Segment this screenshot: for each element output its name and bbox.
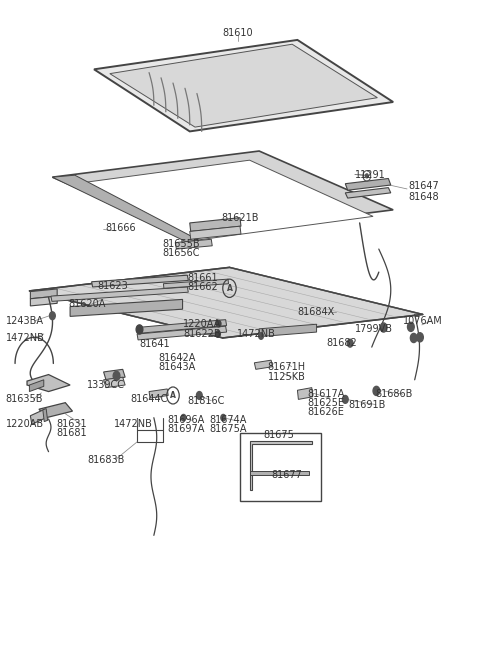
Text: A: A	[227, 284, 232, 293]
Text: 81677: 81677	[272, 470, 302, 480]
Circle shape	[216, 331, 220, 337]
Text: 1472NB: 1472NB	[5, 333, 44, 343]
Polygon shape	[43, 409, 48, 422]
Polygon shape	[75, 160, 373, 240]
Circle shape	[216, 320, 221, 327]
Text: 81621B: 81621B	[222, 213, 259, 223]
Text: 81681: 81681	[56, 428, 87, 438]
Text: 81661: 81661	[187, 273, 218, 283]
Polygon shape	[250, 441, 312, 489]
Polygon shape	[92, 275, 188, 287]
Polygon shape	[30, 289, 57, 299]
Circle shape	[181, 415, 186, 421]
Circle shape	[196, 392, 202, 400]
Text: 11291: 11291	[355, 170, 385, 179]
Bar	[240, 433, 322, 501]
Text: 81642A: 81642A	[158, 353, 196, 364]
Text: 81647: 81647	[408, 181, 439, 191]
Polygon shape	[104, 377, 125, 388]
Text: 1339CC: 1339CC	[87, 380, 125, 390]
Text: 81631: 81631	[56, 419, 87, 429]
Polygon shape	[163, 279, 228, 288]
Polygon shape	[345, 178, 391, 190]
Polygon shape	[149, 389, 168, 398]
Text: 81686B: 81686B	[375, 389, 412, 399]
Circle shape	[408, 322, 414, 331]
Circle shape	[347, 339, 353, 347]
Text: 81675: 81675	[263, 430, 294, 440]
Text: 81666: 81666	[105, 223, 136, 233]
Polygon shape	[52, 175, 198, 242]
Polygon shape	[104, 369, 125, 380]
Polygon shape	[137, 326, 227, 340]
Polygon shape	[94, 40, 393, 132]
Polygon shape	[298, 388, 313, 400]
Circle shape	[410, 333, 417, 343]
Text: 81662: 81662	[187, 282, 218, 292]
Polygon shape	[137, 320, 227, 333]
Text: 81697A: 81697A	[168, 424, 205, 434]
Text: 81656C: 81656C	[162, 248, 200, 258]
Text: 81625E: 81625E	[307, 398, 344, 408]
Text: 81620A: 81620A	[69, 299, 106, 309]
Text: 81617A: 81617A	[307, 389, 344, 399]
Text: 81682: 81682	[326, 338, 357, 348]
Circle shape	[49, 312, 55, 320]
Text: 81691B: 81691B	[348, 400, 385, 409]
Polygon shape	[190, 217, 241, 231]
Text: 81674A: 81674A	[209, 415, 246, 425]
Text: 81610: 81610	[222, 28, 253, 38]
Circle shape	[373, 386, 380, 396]
Text: 81671H: 81671H	[268, 362, 306, 372]
Bar	[217, 322, 220, 326]
Text: 1220AB: 1220AB	[5, 419, 44, 429]
Circle shape	[380, 323, 387, 332]
Text: 1125KB: 1125KB	[268, 372, 306, 382]
Polygon shape	[250, 472, 310, 475]
Polygon shape	[52, 151, 393, 236]
Polygon shape	[51, 287, 188, 301]
Text: 1076AM: 1076AM	[403, 316, 443, 326]
Circle shape	[136, 325, 143, 334]
Polygon shape	[175, 239, 212, 249]
Text: 81622B: 81622B	[183, 329, 221, 339]
Text: 1243BA: 1243BA	[5, 316, 44, 326]
Text: A: A	[170, 391, 176, 400]
Text: 1220AA: 1220AA	[183, 318, 221, 329]
Text: 81655B: 81655B	[162, 239, 200, 249]
Polygon shape	[29, 380, 44, 392]
Polygon shape	[70, 299, 182, 316]
Text: 81643A: 81643A	[158, 362, 196, 373]
Text: 1472NB: 1472NB	[114, 419, 153, 429]
Text: 81648: 81648	[408, 192, 439, 202]
Polygon shape	[254, 360, 273, 369]
Text: 81816C: 81816C	[187, 396, 225, 405]
Text: 1472NB: 1472NB	[237, 329, 276, 339]
Polygon shape	[30, 296, 57, 306]
Text: 81675A: 81675A	[209, 424, 246, 434]
Text: 1799VB: 1799VB	[355, 324, 393, 334]
Polygon shape	[39, 403, 72, 418]
Polygon shape	[27, 375, 70, 392]
Text: 81641: 81641	[140, 339, 170, 350]
Circle shape	[221, 415, 226, 421]
Polygon shape	[345, 187, 391, 198]
Text: 81635B: 81635B	[5, 394, 43, 404]
Text: 81684X: 81684X	[298, 307, 335, 317]
Circle shape	[342, 396, 348, 403]
Polygon shape	[29, 267, 423, 338]
Circle shape	[417, 333, 423, 342]
Circle shape	[259, 333, 264, 339]
Text: 81623: 81623	[97, 282, 128, 291]
Circle shape	[113, 371, 120, 381]
Text: 81626E: 81626E	[307, 407, 344, 417]
Text: 81696A: 81696A	[168, 415, 205, 425]
Polygon shape	[30, 409, 46, 424]
Circle shape	[365, 174, 368, 178]
Polygon shape	[190, 226, 241, 239]
Text: 81683B: 81683B	[87, 455, 125, 464]
Polygon shape	[259, 324, 317, 337]
Text: 81644C: 81644C	[131, 394, 168, 404]
Polygon shape	[110, 45, 377, 127]
